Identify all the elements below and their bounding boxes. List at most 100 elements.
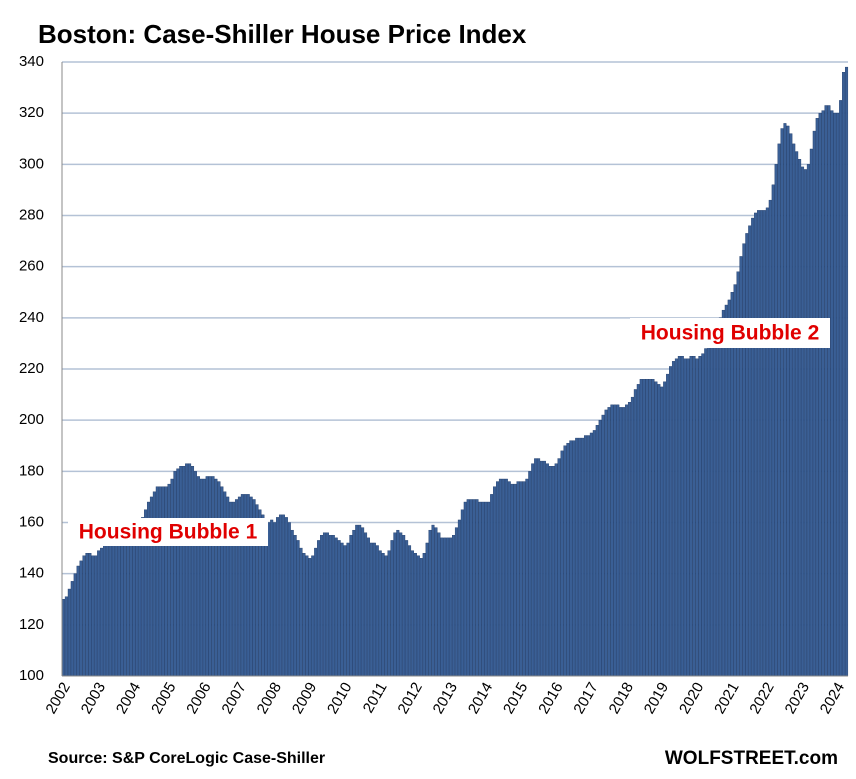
bar bbox=[182, 466, 186, 677]
bar bbox=[378, 550, 382, 677]
bar bbox=[572, 440, 576, 677]
x-tick-label: 2010 bbox=[324, 679, 355, 716]
bar bbox=[302, 553, 306, 677]
bar bbox=[322, 532, 327, 677]
bar bbox=[686, 358, 690, 677]
source: Source: S&P CoreLogic Case-Shiller bbox=[48, 750, 325, 767]
bar bbox=[598, 419, 602, 677]
bar bbox=[167, 483, 171, 677]
bar bbox=[454, 527, 458, 677]
bar bbox=[833, 112, 837, 677]
bar bbox=[299, 547, 303, 677]
bar bbox=[542, 460, 546, 677]
bar bbox=[79, 560, 83, 677]
bar bbox=[601, 414, 605, 677]
x-tick-label: 2016 bbox=[535, 679, 566, 716]
bar bbox=[710, 338, 714, 677]
bar bbox=[683, 358, 687, 677]
bar bbox=[120, 532, 124, 677]
bar bbox=[613, 404, 617, 677]
bar bbox=[208, 476, 212, 677]
bar bbox=[196, 476, 200, 677]
bar bbox=[188, 463, 192, 677]
bar bbox=[836, 112, 840, 677]
bar bbox=[273, 522, 277, 677]
bar bbox=[123, 532, 127, 677]
bar bbox=[325, 532, 329, 677]
bar bbox=[205, 476, 209, 677]
bar bbox=[513, 483, 517, 677]
bar bbox=[674, 358, 678, 677]
bar bbox=[343, 545, 347, 677]
x-tick-label: 2005 bbox=[148, 679, 179, 716]
bar bbox=[190, 466, 195, 677]
bar bbox=[604, 409, 608, 677]
bar bbox=[443, 537, 447, 677]
bar bbox=[422, 553, 426, 677]
bar bbox=[666, 373, 670, 677]
bar bbox=[689, 356, 693, 677]
bar bbox=[654, 381, 658, 677]
bar bbox=[757, 210, 761, 677]
bar bbox=[657, 384, 661, 677]
bar bbox=[560, 450, 564, 677]
bar bbox=[457, 519, 461, 677]
bar bbox=[718, 317, 722, 677]
bar bbox=[842, 72, 846, 677]
bar bbox=[803, 169, 807, 677]
x-tick-label: 2013 bbox=[430, 679, 461, 716]
bar bbox=[534, 458, 538, 677]
y-tick-label: 240 bbox=[19, 309, 44, 326]
bar bbox=[366, 537, 371, 677]
bar bbox=[504, 478, 508, 677]
bar bbox=[648, 379, 652, 677]
bar bbox=[328, 535, 332, 677]
bar bbox=[780, 128, 784, 677]
bar bbox=[402, 535, 406, 677]
x-tick-label: 2022 bbox=[746, 679, 777, 716]
bar bbox=[85, 553, 89, 677]
bar bbox=[507, 481, 511, 677]
bar bbox=[70, 581, 74, 677]
bar bbox=[812, 130, 816, 677]
bar bbox=[595, 425, 599, 677]
bar bbox=[493, 486, 497, 677]
bar bbox=[349, 535, 353, 677]
bar bbox=[61, 599, 65, 677]
bar bbox=[220, 486, 224, 677]
bar bbox=[317, 540, 321, 677]
bar bbox=[199, 478, 203, 677]
bar bbox=[578, 437, 582, 677]
bar bbox=[413, 553, 417, 677]
bar bbox=[537, 458, 541, 677]
bar bbox=[352, 529, 356, 677]
bar bbox=[633, 389, 637, 677]
bar bbox=[337, 540, 341, 677]
bar bbox=[569, 440, 573, 677]
bar bbox=[67, 588, 71, 677]
bar bbox=[783, 123, 787, 677]
bar bbox=[434, 527, 438, 677]
bar bbox=[103, 545, 107, 677]
bar bbox=[545, 463, 549, 677]
bar bbox=[405, 540, 409, 677]
bar bbox=[155, 486, 159, 677]
bar bbox=[839, 100, 843, 677]
bar bbox=[158, 486, 162, 677]
bar bbox=[721, 309, 725, 677]
bar bbox=[440, 537, 444, 677]
bar bbox=[452, 535, 456, 677]
bar bbox=[320, 535, 324, 677]
x-tick-label: 2023 bbox=[782, 679, 813, 716]
x-tick-label: 2012 bbox=[394, 679, 425, 716]
bar bbox=[663, 381, 667, 677]
bar bbox=[88, 553, 92, 677]
bar bbox=[845, 66, 849, 677]
bar bbox=[496, 481, 500, 677]
bar bbox=[82, 555, 86, 677]
bar bbox=[830, 110, 834, 677]
bar bbox=[818, 112, 822, 677]
bar bbox=[730, 292, 734, 677]
y-tick-label: 140 bbox=[19, 565, 44, 582]
bar bbox=[419, 558, 423, 677]
